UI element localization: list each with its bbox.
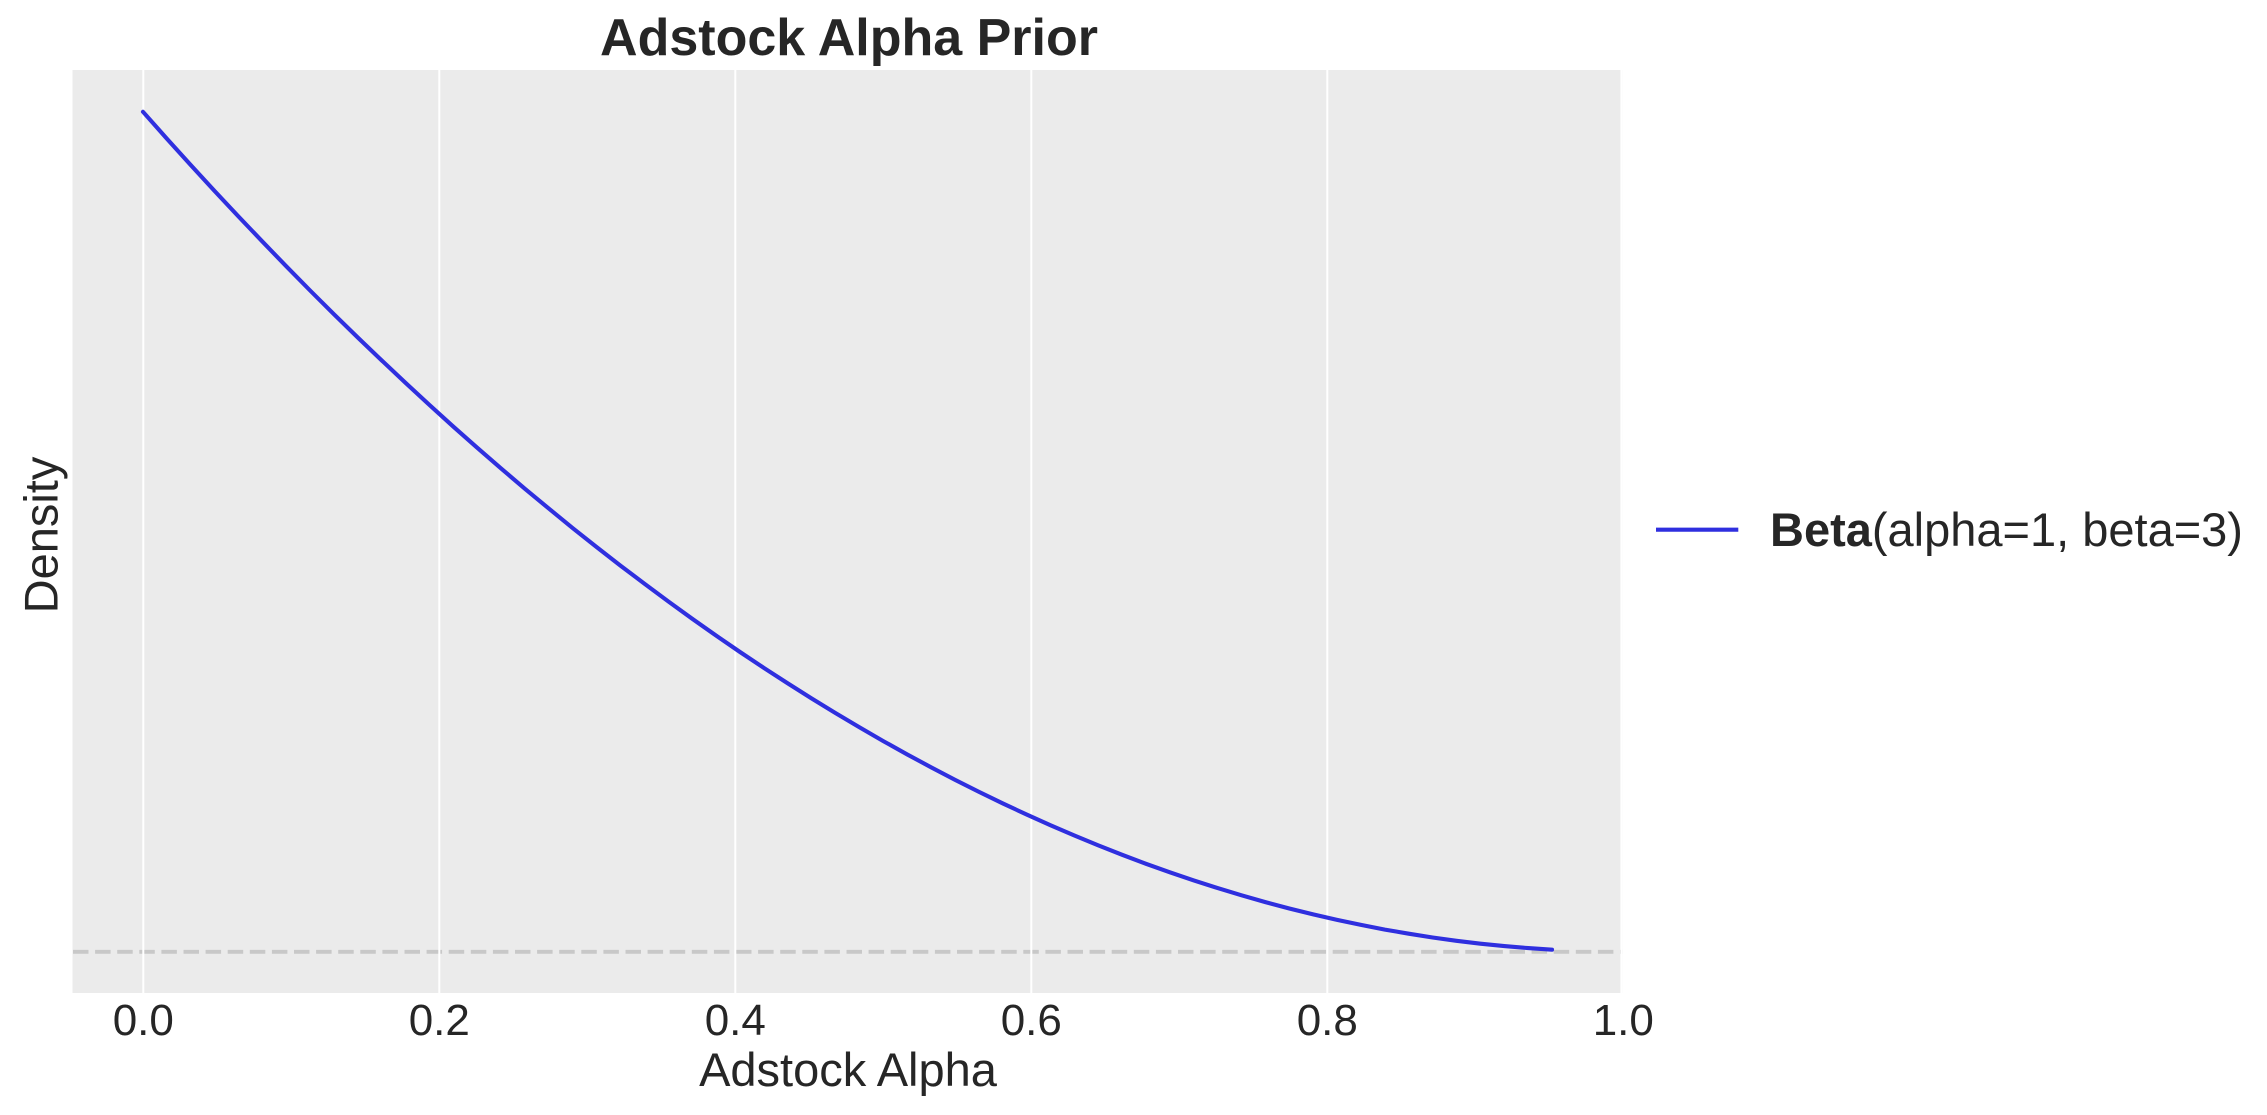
svg-text:Beta(alpha=1, beta=3): Beta(alpha=1, beta=3) bbox=[1770, 503, 2243, 556]
svg-text:1.0: 1.0 bbox=[1593, 996, 1654, 1045]
svg-text:0.6: 0.6 bbox=[1001, 996, 1062, 1045]
svg-text:0.2: 0.2 bbox=[409, 996, 470, 1045]
svg-text:Adstock Alpha: Adstock Alpha bbox=[699, 1043, 998, 1096]
svg-text:0.0: 0.0 bbox=[113, 996, 174, 1045]
svg-text:0.4: 0.4 bbox=[705, 996, 766, 1045]
svg-text:Density: Density bbox=[14, 456, 67, 613]
svg-text:Adstock Alpha Prior: Adstock Alpha Prior bbox=[600, 9, 1098, 67]
svg-text:0.8: 0.8 bbox=[1297, 996, 1358, 1045]
